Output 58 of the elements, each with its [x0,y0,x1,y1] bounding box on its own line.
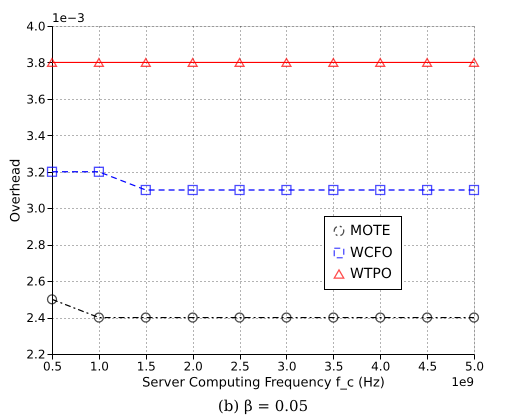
text: 1e9 [451,375,474,389]
x-tick-label: 1.0 [90,360,109,374]
x-tick-label: 2.5 [230,360,250,374]
x-tick-label: 5.0 [464,360,484,374]
legend-label: WTPO [350,266,392,282]
text: (b) β = 0.05 [218,397,308,415]
y-tick-label: 3.4 [26,128,46,143]
y-tick-label: 3.8 [26,56,46,70]
y-tick-label: 4.0 [26,20,46,34]
point [281,184,292,196]
point [188,184,198,196]
point [468,58,480,67]
point [94,58,104,67]
point [375,58,386,67]
point [422,312,432,323]
point [281,58,292,67]
point [188,58,198,67]
point [46,58,58,67]
point [422,184,432,196]
y-tick-label: 2.4 [26,311,46,326]
x-tick-label: 3.5 [324,360,344,374]
point [468,184,480,196]
point [328,184,338,196]
y-tick-label: 3.2 [26,165,46,180]
point [46,166,58,177]
point [140,58,151,67]
point [234,312,245,323]
point [140,312,151,323]
y-axis-title: Overhead [8,158,24,222]
point [234,184,245,196]
point [94,312,104,323]
point [234,58,245,67]
point [188,312,198,323]
point [422,58,432,67]
x-tick-label: 4.5 [418,360,438,374]
legend-label: WCFO [350,245,393,261]
x-tick-label: 3.0 [277,360,296,374]
point [375,312,386,323]
y-tick-label: 3.6 [26,92,46,106]
point [140,184,151,196]
point [328,312,338,323]
x-tick-label: 0.5 [42,360,62,374]
point [328,58,338,67]
text: 1e−3 [52,11,85,25]
y-tick-label: 2.8 [26,238,46,252]
x-tick-label: 4.0 [371,360,390,374]
x-tick-label: 2.0 [184,360,203,374]
y-tick-label: 3.0 [26,202,46,216]
x-axis-title: Server Computing Frequency f_c (Hz) [142,376,385,390]
point [375,184,386,196]
y-tick-label: 2.2 [26,348,46,362]
point [46,294,58,304]
point [281,312,292,323]
x-tick-label: 1.5 [136,360,156,374]
legend-label: MOTE [350,223,390,239]
y-tick-label: 2.6 [26,274,46,289]
point [468,312,480,323]
point [94,166,104,177]
